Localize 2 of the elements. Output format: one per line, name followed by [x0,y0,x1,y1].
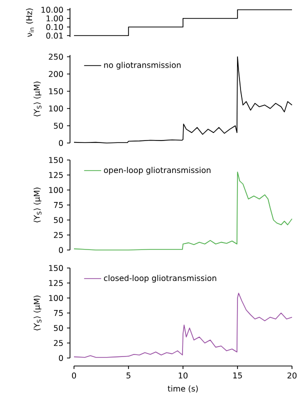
line-series [74,292,292,358]
line-series [74,56,292,144]
